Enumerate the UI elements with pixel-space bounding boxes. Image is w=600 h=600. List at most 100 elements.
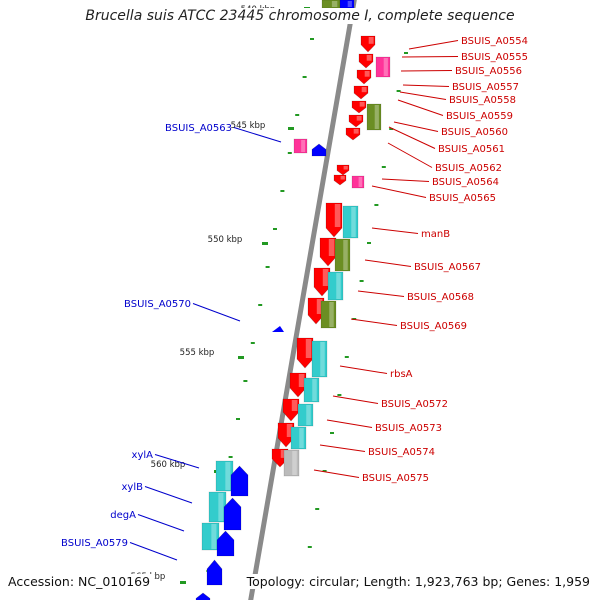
grid-dot [280,190,285,192]
gene-label[interactable]: xylA [132,450,154,461]
label-leader-lines [129,40,459,561]
cds-block [290,426,307,450]
leader-line [154,454,200,469]
scale-tick-mark [180,581,186,584]
gene-label[interactable]: BSUIS_A0579 [61,538,128,549]
cds-highlight [383,58,388,76]
grid-dot [322,470,327,472]
gene-label[interactable]: BSUIS_A0559 [446,111,513,122]
leader-line [326,419,373,428]
gene-label[interactable]: BSUIS_A0562 [435,163,502,174]
gene-features [195,0,391,600]
cds-highlight [334,204,341,227]
topology-text: Topology: circular; Length: 1,923,763 bp… [242,574,590,589]
leader-line [192,303,241,322]
cds-highlight [291,400,298,411]
gene-label[interactable]: BSUIS_A0569 [400,321,467,332]
cds-arrow [195,592,211,600]
grid-dot [389,128,394,130]
cds-block [303,377,320,403]
gene-label[interactable]: BSUIS_A0574 [368,447,435,458]
cds-highlight [364,71,370,77]
gene-label[interactable]: xylB [122,482,144,493]
leader-line [332,395,379,404]
gene-label[interactable]: BSUIS_A0575 [362,473,429,484]
gene-label[interactable]: BSUIS_A0563 [165,123,232,134]
cds-highlight [211,524,217,549]
gene-label[interactable]: BSUIS_A0573 [375,423,442,434]
chromosome-backbone [248,0,357,600]
cds-highlight [328,239,335,256]
cds-arrow [230,465,249,497]
cds-highlight [356,116,362,121]
cds-highlight [301,140,306,152]
cds-highlight [351,207,356,237]
leader-line [339,365,388,374]
cds-arrow [272,326,284,332]
grid-dot [250,342,255,344]
cds-arrow [223,497,242,531]
leader-line [402,84,450,87]
grid-dot [273,228,277,230]
leader-line [381,178,430,182]
grid-dot [337,394,342,396]
cds-highlight [366,55,372,61]
leader-line [400,70,453,72]
gene-label[interactable]: BSUIS_A0557 [452,82,519,93]
grid-dot [307,546,312,548]
gene-label[interactable]: manB [421,229,450,240]
gene-label[interactable]: BSUIS_A0556 [455,66,522,77]
cds-arrow [311,143,327,157]
cds-highlight [305,339,312,358]
leader-line [129,542,178,561]
leader-line [397,99,444,116]
grid-dot [310,38,314,40]
grid-dot [367,242,371,244]
cds-block [297,403,314,427]
cds-highlight [343,240,348,270]
gene-label[interactable]: BSUIS_A0570 [124,299,191,310]
cds-arrow [216,530,235,557]
grid-dot [404,52,408,54]
accession-text: Accession: NC_010169 [8,574,155,589]
leader-line [313,469,360,478]
gene-label[interactable]: BSUIS_A0554 [461,36,528,47]
cds-arrow [206,559,223,586]
gene-label[interactable]: BSUIS_A0568 [407,292,474,303]
gene-label[interactable]: rbsA [390,369,413,380]
cds-highlight [218,493,224,521]
gene-label[interactable]: BSUIS_A0560 [441,127,508,138]
grid-dot [374,204,379,206]
gene-label[interactable]: BSUIS_A0555 [461,52,528,63]
scale-tick-label: 545 kbp [231,121,266,131]
cds-highlight [336,273,341,299]
cds-block [311,340,328,378]
leader-line [387,142,433,168]
cds-highlight [316,299,323,314]
cds-highlight [306,405,311,425]
grid-dot [302,76,307,78]
leader-line [399,91,447,100]
scale-tick-label: 550 kbp [208,235,243,245]
grid-dot [236,418,240,420]
gene-label[interactable]: BSUIS_A0564 [432,177,499,188]
cds-block [351,175,365,189]
cds-arrow [358,53,374,69]
cds-highlight [320,342,325,376]
cds-highlight [374,105,379,129]
leader-line [408,40,459,50]
cds-arrow [333,174,347,186]
cds-arrow [313,267,331,297]
cds-highlight [312,379,317,401]
gene-label[interactable]: BSUIS_A0567 [414,262,481,273]
cds-highlight [331,1,338,7]
gene-label[interactable]: BSUIS_A0565 [429,193,496,204]
gene-label[interactable]: BSUIS_A0558 [449,95,516,106]
gene-label[interactable]: degA [110,510,136,521]
gene-label[interactable]: BSUIS_A0572 [381,399,448,410]
cds-arrow [296,337,314,369]
cds-highlight [368,37,374,44]
gene-label[interactable]: BSUIS_A0561 [438,144,505,155]
cds-block [201,522,220,551]
cds-highlight [292,451,297,475]
